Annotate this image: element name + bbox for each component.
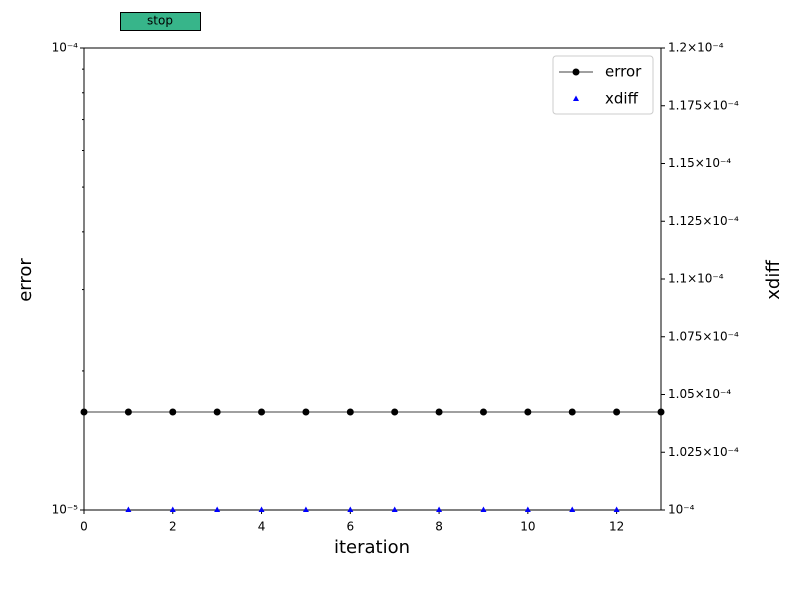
y2-axis-title: xdiff: [763, 260, 784, 300]
data-point: [436, 506, 443, 512]
data-point: [213, 408, 221, 416]
data-point: [347, 506, 354, 512]
data-point: [258, 506, 265, 512]
legend-marker: [572, 68, 580, 76]
x-axis-title: iteration: [334, 537, 410, 558]
data-point: [391, 506, 398, 512]
y2-tick-label: 1.175×10⁻⁴: [668, 98, 739, 112]
data-point: [125, 506, 132, 512]
stop-button[interactable]: [120, 12, 201, 31]
data-point: [479, 408, 487, 416]
y-tick-label: 10⁻⁵: [52, 503, 79, 517]
data-point: [569, 506, 576, 512]
y-axis-title: error: [15, 258, 36, 302]
y2-tick-label: 1.1×10⁻⁴: [668, 272, 724, 286]
x-tick-label: 4: [258, 520, 266, 534]
x-tick-label: 0: [80, 520, 88, 534]
y2-tick-label: 1.125×10⁻⁴: [668, 214, 739, 228]
y2-tick-label: 10⁻⁴: [668, 503, 695, 517]
data-point: [613, 408, 621, 416]
x-tick-label: 8: [435, 520, 443, 534]
data-point: [435, 408, 443, 416]
data-point: [657, 408, 665, 416]
data-point: [524, 408, 532, 416]
y2-tick-label: 1.075×10⁻⁴: [668, 329, 739, 343]
y2-tick-label: 1.05×10⁻⁴: [668, 387, 731, 401]
data-point: [391, 408, 399, 416]
data-point: [524, 506, 531, 512]
x-tick-label: 2: [169, 520, 177, 534]
data-point: [568, 408, 576, 416]
data-point: [613, 506, 620, 512]
plot-frame: [83, 47, 662, 511]
legend-label: error: [605, 63, 642, 81]
data-point: [169, 408, 177, 416]
data-point: [346, 408, 354, 416]
data-point: [258, 408, 266, 416]
x-tick-label: 10: [520, 520, 535, 534]
data-point: [480, 506, 487, 512]
stop-button-label[interactable]: stop: [147, 14, 173, 28]
y2-tick-label: 1.025×10⁻⁴: [668, 445, 739, 459]
legend-marker: [573, 95, 579, 101]
data-point: [302, 408, 310, 416]
data-point: [80, 408, 88, 416]
y2-tick-label: 1.2×10⁻⁴: [668, 41, 724, 55]
data-point: [169, 506, 176, 512]
data-point: [214, 506, 221, 512]
legend-label: xdiff: [605, 90, 639, 108]
x-tick-label: 12: [609, 520, 624, 534]
y2-tick-label: 1.15×10⁻⁴: [668, 156, 731, 170]
data-point: [302, 506, 309, 512]
y-tick-label: 10⁻⁴: [52, 41, 79, 55]
x-tick-label: 6: [346, 520, 354, 534]
data-point: [124, 408, 132, 416]
